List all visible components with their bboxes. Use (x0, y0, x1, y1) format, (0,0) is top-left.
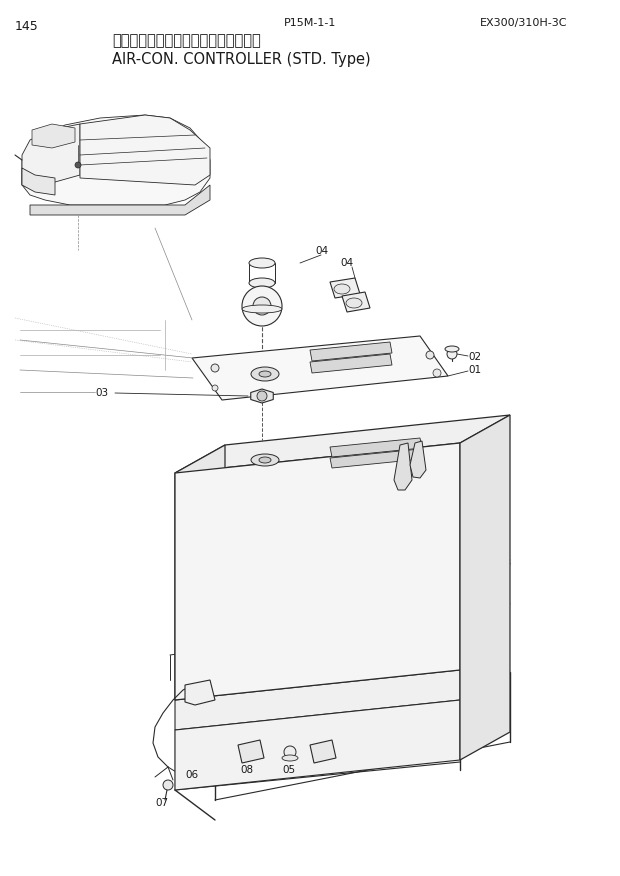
Circle shape (436, 451, 444, 459)
Ellipse shape (242, 305, 282, 313)
Circle shape (433, 369, 441, 377)
Circle shape (284, 746, 296, 758)
Bar (485, 590, 503, 604)
Text: 02: 02 (468, 352, 481, 362)
Polygon shape (22, 168, 55, 195)
Ellipse shape (259, 457, 271, 463)
Text: 05: 05 (498, 598, 511, 608)
Polygon shape (22, 115, 210, 205)
Polygon shape (330, 278, 360, 298)
Polygon shape (175, 700, 460, 790)
Ellipse shape (187, 657, 199, 663)
Bar (491, 559, 501, 567)
Polygon shape (185, 680, 215, 705)
Polygon shape (330, 449, 422, 468)
Ellipse shape (334, 284, 350, 294)
Text: 03: 03 (95, 388, 108, 398)
Text: 04: 04 (340, 258, 353, 268)
Polygon shape (192, 336, 448, 400)
Polygon shape (175, 443, 460, 700)
Text: EX300/310H-3C: EX300/310H-3C (480, 18, 567, 28)
Polygon shape (330, 438, 422, 457)
Text: 145: 145 (15, 20, 38, 33)
Text: 08: 08 (498, 558, 511, 568)
Ellipse shape (259, 371, 271, 377)
Polygon shape (250, 389, 273, 403)
Ellipse shape (249, 278, 275, 288)
Ellipse shape (249, 258, 275, 268)
Polygon shape (460, 415, 510, 760)
Text: 01: 01 (468, 365, 481, 375)
Circle shape (236, 457, 244, 465)
Circle shape (211, 364, 219, 372)
Polygon shape (310, 342, 392, 361)
Text: P15M-1-1: P15M-1-1 (284, 18, 336, 28)
Polygon shape (310, 740, 336, 763)
Bar (488, 556, 504, 570)
Circle shape (242, 286, 282, 326)
Polygon shape (175, 445, 225, 700)
Ellipse shape (488, 593, 500, 601)
Text: 04: 04 (315, 246, 328, 256)
Circle shape (253, 297, 271, 315)
Polygon shape (394, 443, 412, 490)
Circle shape (441, 486, 449, 494)
Circle shape (426, 351, 434, 359)
Circle shape (212, 385, 218, 391)
Polygon shape (30, 185, 210, 215)
Polygon shape (22, 124, 80, 190)
Polygon shape (238, 740, 264, 763)
Text: 07: 07 (155, 798, 168, 808)
Ellipse shape (445, 346, 459, 352)
Circle shape (75, 162, 81, 168)
Text: 05: 05 (282, 765, 295, 775)
Text: AIR-CON. CONTROLLER (STD. Type): AIR-CON. CONTROLLER (STD. Type) (112, 52, 371, 67)
Polygon shape (410, 441, 426, 478)
Ellipse shape (251, 454, 279, 466)
Text: エアコンコントローラ（内気循環式）: エアコンコントローラ（内気循環式） (112, 33, 261, 48)
Circle shape (447, 349, 457, 359)
Polygon shape (175, 415, 510, 473)
Polygon shape (32, 124, 75, 148)
Ellipse shape (346, 298, 362, 308)
Circle shape (188, 660, 198, 670)
Polygon shape (342, 292, 370, 312)
Polygon shape (310, 354, 392, 373)
Polygon shape (175, 670, 460, 730)
Circle shape (163, 780, 173, 790)
Ellipse shape (251, 367, 279, 381)
Circle shape (211, 506, 219, 514)
Ellipse shape (282, 755, 298, 761)
Polygon shape (80, 115, 210, 185)
Circle shape (211, 636, 219, 644)
Text: 06: 06 (185, 770, 198, 780)
Circle shape (257, 391, 267, 401)
Text: 08: 08 (240, 765, 253, 775)
